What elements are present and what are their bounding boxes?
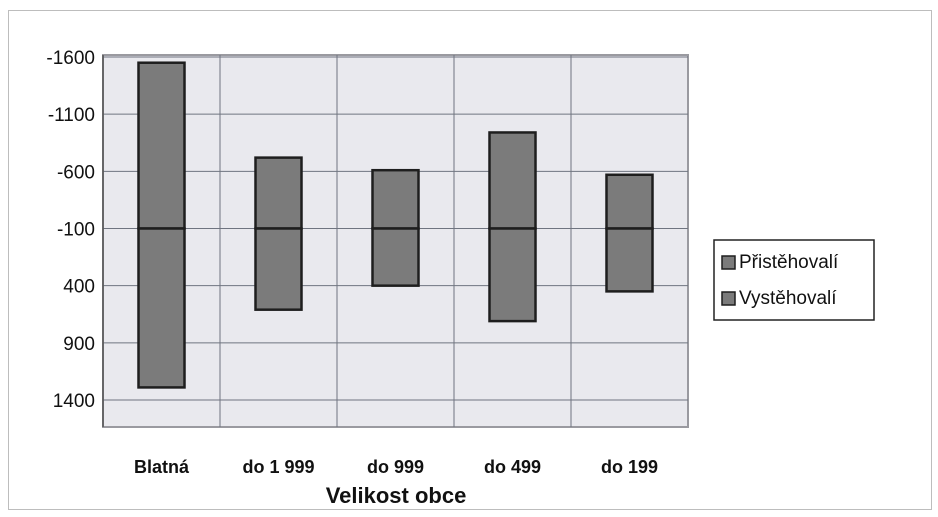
- y-tick-label: -100: [57, 220, 95, 241]
- x-axis-title: Velikost obce: [326, 483, 467, 508]
- x-category-label: do 199: [601, 457, 658, 477]
- x-category-label: do 499: [484, 457, 541, 477]
- bar-pristehovali: [137, 61, 186, 230]
- legend: Přistěhovalí Vystěhovalí: [713, 239, 875, 321]
- x-category-label: Blatná: [134, 457, 190, 477]
- y-axis-tick-labels: -1600 -1100 -600 -100 400 900 1400: [46, 48, 95, 412]
- legend-box: [713, 239, 875, 321]
- bar-pristehovali: [605, 173, 654, 230]
- bars: [137, 61, 654, 389]
- x-axis-category-labels: Blatná do 1 999 do 999 do 499 do 199: [134, 457, 658, 477]
- y-tick-label: -1100: [48, 105, 95, 126]
- legend-label: Přistěhovalí: [739, 252, 839, 273]
- y-tick-label: -1600: [46, 48, 95, 69]
- bar-pristehovali: [254, 156, 303, 230]
- y-tick-label: 900: [63, 334, 95, 355]
- bar-vystehovali: [605, 227, 654, 293]
- bar-pristehovali: [371, 168, 420, 230]
- plot-area: [102, 54, 689, 428]
- legend-label: Vystěhovalí: [739, 288, 837, 309]
- chart-frame: [8, 10, 932, 510]
- legend-swatch: [721, 291, 736, 306]
- y-tick-label: 1400: [53, 391, 95, 412]
- y-tick-label: 400: [63, 277, 95, 298]
- legend-swatch: [721, 255, 736, 270]
- bar-vystehovali: [488, 227, 537, 323]
- bar-vystehovali: [137, 227, 186, 389]
- x-category-label: do 999: [367, 457, 424, 477]
- x-category-label: do 1 999: [242, 457, 314, 477]
- bar-vystehovali: [371, 227, 420, 287]
- bar-pristehovali: [488, 131, 537, 230]
- bar-vystehovali: [254, 227, 303, 311]
- y-tick-label: -600: [57, 162, 95, 183]
